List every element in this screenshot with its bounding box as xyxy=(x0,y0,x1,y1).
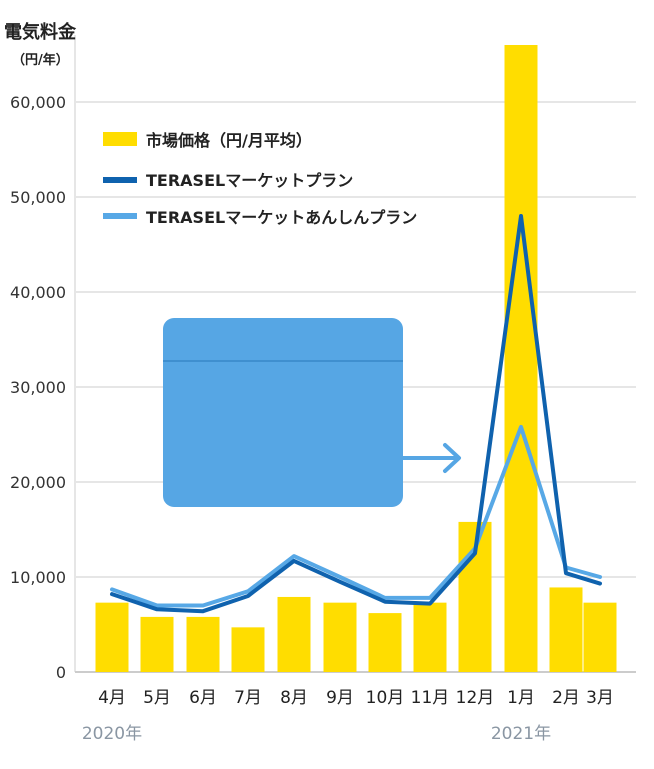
bar xyxy=(140,616,174,672)
y-axis-title: 電気料金 xyxy=(4,21,77,43)
bar xyxy=(413,602,447,672)
y-tick-label: 0 xyxy=(56,663,66,682)
x-tick-label: 1月 xyxy=(507,688,535,708)
bar xyxy=(95,602,129,672)
x-tick-labels: 4月 5月 6月 7月 8月 9月 10月 11月 12月 1月 2月 3月 xyxy=(98,688,614,708)
y-tick-label: 60,000 xyxy=(10,93,66,112)
series-line xyxy=(110,214,602,614)
y-tick-labels: 0 10,000 20,000 30,000 40,000 50,000 60,000 xyxy=(10,93,66,682)
x-tick-label: 11月 xyxy=(411,688,450,708)
bar xyxy=(368,613,402,672)
bars xyxy=(95,45,617,672)
bar xyxy=(504,45,538,672)
y-axis-unit: （円/年） xyxy=(12,52,69,68)
bar xyxy=(583,602,617,672)
legend-label-market-plan: TERASELマーケットプラン xyxy=(146,171,353,190)
y-tick-label: 50,000 xyxy=(10,188,66,207)
bar xyxy=(231,627,265,672)
x-tick-label: 5月 xyxy=(143,688,171,708)
year-label: 2021年 xyxy=(491,724,551,744)
callout-arrow-head xyxy=(443,443,461,473)
lines xyxy=(110,214,602,614)
legend-swatch-market-price xyxy=(103,132,137,146)
legend-label-anshin-plan: TERASELマーケットあんしんプラン xyxy=(146,208,417,227)
x-tick-label: 4月 xyxy=(98,688,126,708)
year-label: 2020年 xyxy=(82,724,142,744)
callout-box xyxy=(163,318,403,507)
x-tick-label: 2月 xyxy=(552,688,580,708)
series-line xyxy=(110,424,602,608)
x-tick-label: 12月 xyxy=(456,688,495,708)
legend-swatch-anshin-plan xyxy=(103,213,137,219)
bar xyxy=(277,596,311,672)
callout xyxy=(163,318,461,507)
x-tick-label: 9月 xyxy=(326,688,354,708)
x-tick-label: 7月 xyxy=(234,688,262,708)
year-labels: 2020年 2021年 xyxy=(82,724,551,744)
x-tick-label: 3月 xyxy=(586,688,614,708)
legend-swatch-market-plan xyxy=(103,177,137,183)
bar xyxy=(323,602,357,672)
x-tick-label: 8月 xyxy=(280,688,308,708)
legend-label-market-price: 市場価格（円/月平均） xyxy=(146,131,312,150)
bar xyxy=(549,587,583,672)
y-tick-label: 30,000 xyxy=(10,378,66,397)
y-tick-label: 20,000 xyxy=(10,473,66,492)
y-tick-label: 40,000 xyxy=(10,283,66,302)
x-tick-label: 10月 xyxy=(366,688,405,708)
bar xyxy=(186,616,220,672)
legend: 市場価格（円/月平均） TERASELマーケットプラン TERASELマーケット… xyxy=(103,131,417,227)
x-tick-label: 6月 xyxy=(189,688,217,708)
y-tick-label: 10,000 xyxy=(10,568,66,587)
